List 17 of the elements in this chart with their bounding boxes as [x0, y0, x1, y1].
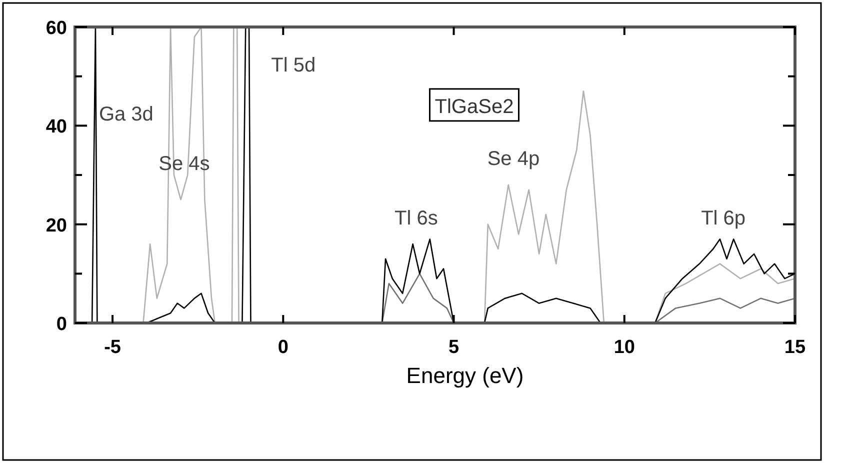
x-tick-label: 5	[448, 337, 460, 358]
y-tick-label: 60	[46, 18, 67, 39]
x-tick-label: 15	[784, 337, 806, 358]
y-tick-label: 20	[46, 215, 67, 236]
x-tick-label: 10	[614, 337, 635, 358]
x-axis-title: Energy (eV)	[406, 363, 524, 388]
y-tick-label: 0	[56, 314, 67, 335]
annotation: Tl 5d	[271, 54, 316, 76]
annotation: Tl 6p	[701, 207, 746, 230]
annotation: Ga 3d	[98, 104, 154, 126]
x-tick-label: 0	[278, 337, 288, 358]
annotation: Se 4p	[487, 148, 540, 170]
annotation: Tl 6s	[394, 207, 438, 230]
x-tick-label: -5	[104, 337, 122, 358]
y-tick-label: 40	[46, 116, 67, 138]
text: TlGaSe2	[434, 96, 514, 118]
annotation: Se 4s	[158, 153, 210, 176]
